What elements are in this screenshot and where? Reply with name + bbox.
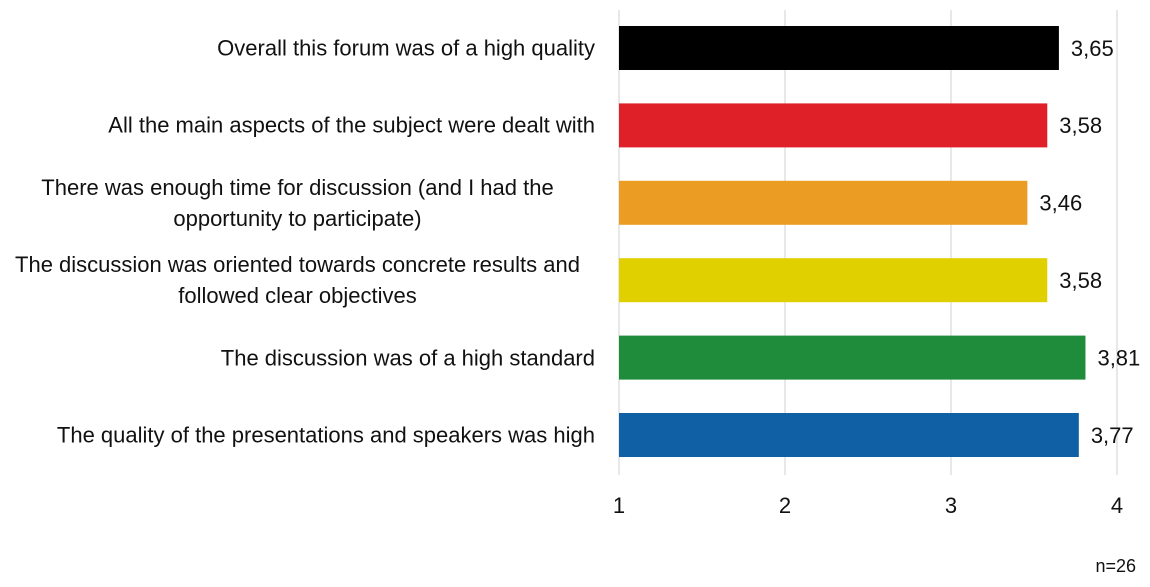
bar — [619, 26, 1059, 70]
y-tick-label: All the main aspects of the subject were… — [108, 112, 595, 138]
value-label: 3,58 — [1059, 268, 1102, 293]
value-label: 3,46 — [1039, 191, 1082, 216]
category-label-box: All the main aspects of the subject were… — [0, 110, 595, 141]
category-label-box: There was enough time for discussion (an… — [0, 172, 595, 234]
y-tick-label: The quality of the presentations and spe… — [56, 422, 595, 448]
bar — [619, 258, 1048, 303]
bar — [619, 180, 1028, 225]
bar — [619, 103, 1048, 148]
y-tick-label: The discussion was oriented towards conc… — [15, 252, 580, 309]
category-label-box: Overall this forum was of a high quality — [0, 33, 595, 64]
x-tick-label: 1 — [613, 493, 625, 518]
value-label: 3,58 — [1059, 113, 1102, 138]
category-label-box: The discussion was of a high standard — [0, 342, 595, 373]
value-label: 3,65 — [1071, 36, 1114, 61]
value-label: 3,81 — [1097, 345, 1140, 370]
y-tick-label: Overall this forum was of a high quality — [217, 35, 595, 61]
x-tick-label: 4 — [1111, 493, 1123, 518]
bar — [619, 335, 1086, 380]
x-tick-label: 3 — [945, 493, 957, 518]
y-tick-label: The discussion was of a high standard — [220, 345, 595, 371]
category-label-box: The quality of the presentations and spe… — [0, 420, 595, 451]
x-tick-label: 2 — [779, 493, 791, 518]
bar — [619, 413, 1079, 457]
category-label-box: The discussion was oriented towards conc… — [0, 249, 595, 311]
y-tick-label: There was enough time for discussion (an… — [41, 174, 554, 231]
note: n=26 — [1095, 556, 1136, 576]
value-label: 3,77 — [1091, 423, 1134, 448]
